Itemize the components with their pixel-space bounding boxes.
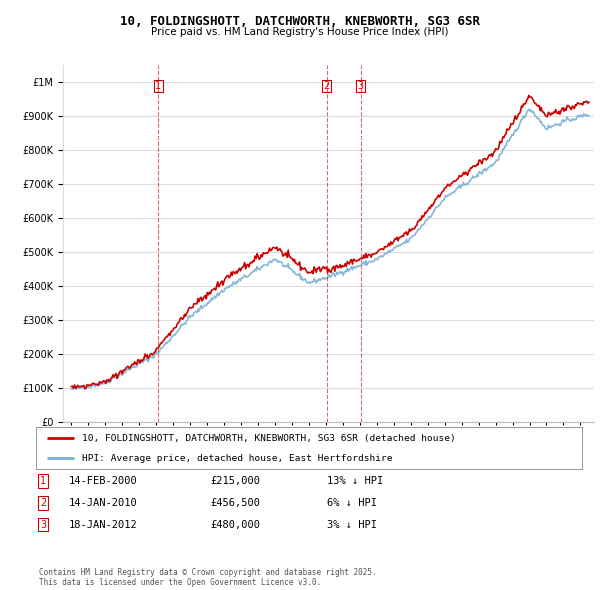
Text: 14-JAN-2010: 14-JAN-2010	[69, 498, 138, 507]
Text: 6% ↓ HPI: 6% ↓ HPI	[327, 498, 377, 507]
Text: 3: 3	[40, 520, 46, 529]
Text: Contains HM Land Registry data © Crown copyright and database right 2025.
This d: Contains HM Land Registry data © Crown c…	[39, 568, 377, 587]
Text: 1: 1	[155, 81, 161, 91]
Text: 1: 1	[40, 476, 46, 486]
Text: £456,500: £456,500	[210, 498, 260, 507]
Text: 10, FOLDINGSHOTT, DATCHWORTH, KNEBWORTH, SG3 6SR (detached house): 10, FOLDINGSHOTT, DATCHWORTH, KNEBWORTH,…	[82, 434, 456, 443]
Text: 2: 2	[40, 498, 46, 507]
Text: 3% ↓ HPI: 3% ↓ HPI	[327, 520, 377, 529]
Text: 3: 3	[358, 81, 364, 91]
Text: £480,000: £480,000	[210, 520, 260, 529]
Text: 13% ↓ HPI: 13% ↓ HPI	[327, 476, 383, 486]
Text: 18-JAN-2012: 18-JAN-2012	[69, 520, 138, 529]
Text: Price paid vs. HM Land Registry's House Price Index (HPI): Price paid vs. HM Land Registry's House …	[151, 27, 449, 37]
Text: 14-FEB-2000: 14-FEB-2000	[69, 476, 138, 486]
Text: 10, FOLDINGSHOTT, DATCHWORTH, KNEBWORTH, SG3 6SR: 10, FOLDINGSHOTT, DATCHWORTH, KNEBWORTH,…	[120, 15, 480, 28]
Text: HPI: Average price, detached house, East Hertfordshire: HPI: Average price, detached house, East…	[82, 454, 393, 463]
Text: 2: 2	[323, 81, 330, 91]
Text: £215,000: £215,000	[210, 476, 260, 486]
